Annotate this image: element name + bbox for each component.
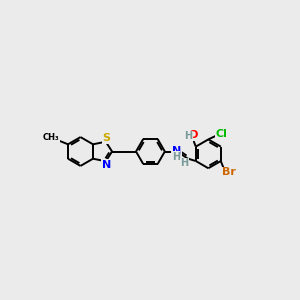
Text: O: O	[188, 130, 197, 140]
Text: S: S	[102, 133, 110, 143]
Text: N: N	[102, 160, 111, 170]
Text: H: H	[181, 158, 189, 168]
Text: H: H	[184, 131, 192, 141]
Text: N: N	[172, 146, 181, 156]
Text: Cl: Cl	[215, 129, 227, 139]
Text: H: H	[172, 152, 180, 162]
Text: Br: Br	[223, 167, 236, 177]
Text: CH₃: CH₃	[43, 133, 59, 142]
